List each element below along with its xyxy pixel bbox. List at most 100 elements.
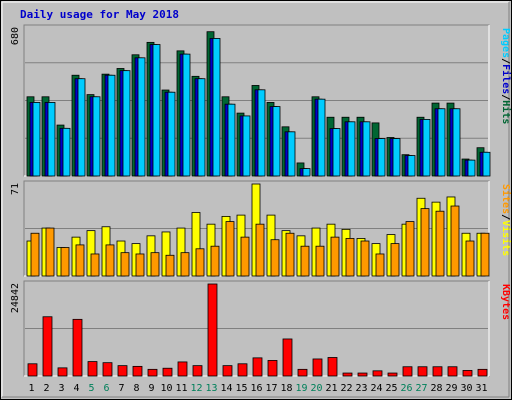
day-label: 20 xyxy=(310,383,322,394)
day-label: 1 xyxy=(28,383,34,394)
bar-pages-day-8 xyxy=(137,57,146,177)
day-label: 6 xyxy=(103,383,109,394)
day-label: 2 xyxy=(43,383,49,394)
day-label: 10 xyxy=(160,383,172,394)
bar-sites-day-5 xyxy=(90,253,100,277)
bar-kbytes-day-16 xyxy=(252,357,263,377)
bar-sites-day-11 xyxy=(180,252,190,277)
bar-kbytes-day-28 xyxy=(432,366,443,377)
bar-sites-day-19 xyxy=(300,245,310,277)
bar-kbytes-day-31 xyxy=(477,368,488,377)
bar-sites-day-16 xyxy=(255,223,265,277)
bar-kbytes-day-27 xyxy=(417,366,428,377)
day-label: 19 xyxy=(295,383,307,394)
axis-label-visits-sites: Sites/Visits xyxy=(500,184,512,256)
bar-kbytes-day-9 xyxy=(147,368,158,377)
day-label: 22 xyxy=(340,383,352,394)
bar-kbytes-day-3 xyxy=(57,367,68,377)
day-label: 7 xyxy=(118,383,124,394)
bar-pages-day-23 xyxy=(362,121,371,177)
bar-sites-day-4 xyxy=(75,244,85,277)
bar-kbytes-day-25 xyxy=(387,372,398,377)
bar-kbytes-day-7 xyxy=(117,365,128,377)
day-label: 30 xyxy=(460,383,472,394)
day-label: 23 xyxy=(355,383,367,394)
bar-sites-day-18 xyxy=(285,232,295,277)
bar-pages-day-15 xyxy=(242,115,251,177)
bar-kbytes-day-20 xyxy=(312,358,323,377)
bar-pages-day-4 xyxy=(77,78,86,177)
day-label: 9 xyxy=(148,383,154,394)
day-axis: 1 2 3 4 5 6 7 8 9 10 11 12 13 14 15 16 17 18 19 20 21 22 23 24 2… xyxy=(28,383,487,394)
bar-kbytes-day-10 xyxy=(162,367,173,377)
bar-sites-day-9 xyxy=(150,252,160,277)
bar-kbytes-day-6 xyxy=(102,362,113,377)
bar-sites-day-3 xyxy=(60,247,70,277)
bar-kbytes-day-18 xyxy=(282,338,293,377)
axis-label-kbytes: KBytes xyxy=(500,284,511,320)
bar-kbytes-day-22 xyxy=(342,372,353,377)
bar-kbytes-day-15 xyxy=(237,363,248,377)
bar-sites-day-6 xyxy=(105,244,115,277)
bar-pages-day-26 xyxy=(407,155,416,177)
bar-pages-day-27 xyxy=(422,119,431,177)
bar-sites-day-7 xyxy=(120,252,130,277)
panel-kbytes: 24842 KBytes xyxy=(10,280,511,377)
day-label: 29 xyxy=(445,383,457,394)
bar-pages-day-9 xyxy=(152,44,161,177)
bar-pages-day-13 xyxy=(212,38,221,177)
bar-kbytes-day-26 xyxy=(402,366,413,377)
bar-pages-day-2 xyxy=(47,102,56,177)
bar-sites-day-1 xyxy=(30,232,40,277)
bar-sites-day-12 xyxy=(195,248,205,277)
bar-sites-day-24 xyxy=(375,253,385,277)
panel-pages-files-hits: 680 Pages/Files/Hits xyxy=(10,24,512,177)
bar-pages-day-1 xyxy=(32,102,41,177)
bar-pages-day-19 xyxy=(302,168,311,177)
bar-sites-day-20 xyxy=(315,245,325,277)
bar-sites-day-30 xyxy=(465,240,475,277)
bar-sites-day-14 xyxy=(225,221,235,277)
axis-label-part: / xyxy=(500,58,511,64)
day-label: 26 xyxy=(400,383,412,394)
day-label: 11 xyxy=(175,383,187,394)
bar-pages-day-28 xyxy=(437,108,446,177)
bar-kbytes-day-2 xyxy=(42,316,53,377)
axis-label-part: Pages xyxy=(500,28,511,58)
bar-pages-day-7 xyxy=(122,70,131,177)
bar-pages-day-16 xyxy=(257,89,266,177)
bar-kbytes-day-1 xyxy=(27,363,38,377)
day-label: 16 xyxy=(250,383,262,394)
axis-label-part: Files xyxy=(500,64,512,94)
day-label: 5 xyxy=(88,383,94,394)
bar-sites-day-10 xyxy=(165,254,175,277)
day-label: 25 xyxy=(385,383,397,394)
bar-sites-day-26 xyxy=(405,221,415,277)
bar-sites-day-25 xyxy=(390,243,400,277)
day-label: 13 xyxy=(205,383,217,394)
axis-label-part: / xyxy=(500,94,511,100)
bar-kbytes-day-29 xyxy=(447,366,458,377)
bar-kbytes-day-14 xyxy=(222,365,233,377)
day-label: 24 xyxy=(370,383,382,394)
bar-kbytes-day-5 xyxy=(87,361,98,377)
bar-sites-day-21 xyxy=(330,236,340,277)
bar-pages-day-20 xyxy=(317,98,326,177)
bar-pages-day-18 xyxy=(287,131,296,177)
axis-label-part: KBytes xyxy=(500,284,511,320)
bar-kbytes-day-30 xyxy=(462,370,473,377)
bar-pages-day-11 xyxy=(182,53,191,177)
bar-sites-day-23 xyxy=(360,240,370,277)
y-max-label: 71 xyxy=(10,183,21,195)
bar-pages-day-3 xyxy=(62,127,71,177)
day-label: 18 xyxy=(280,383,292,394)
bar-pages-day-30 xyxy=(467,159,476,177)
bar-pages-day-5 xyxy=(92,96,101,177)
bar-kbytes-day-19 xyxy=(297,368,308,377)
bar-pages-day-22 xyxy=(347,121,356,177)
day-label: 12 xyxy=(190,383,202,394)
axis-label-pages-files-hits: Pages/Files/Hits xyxy=(500,28,512,124)
bar-sites-day-13 xyxy=(210,245,220,277)
y-max-label: 680 xyxy=(10,27,21,45)
